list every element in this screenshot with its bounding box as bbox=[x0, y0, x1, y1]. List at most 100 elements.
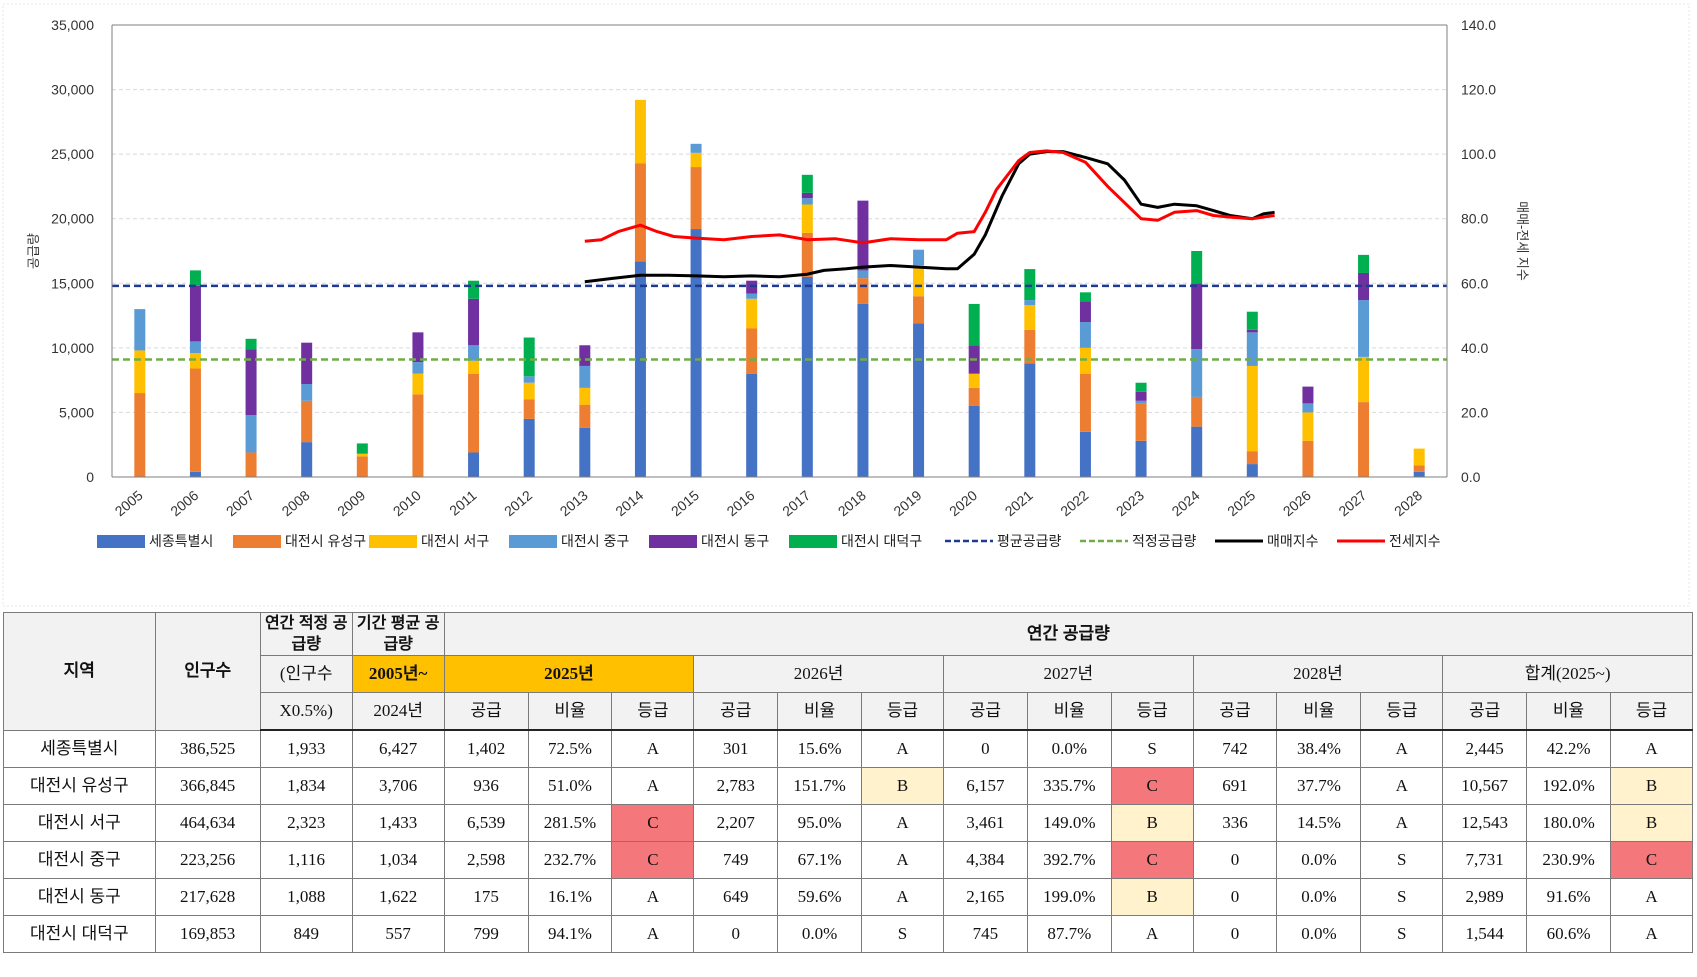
header-year-total: 합계(2025~) bbox=[1442, 655, 1693, 693]
bar-segment bbox=[1079, 292, 1091, 302]
bar-segment bbox=[968, 387, 980, 406]
header-grade-col: 등급 bbox=[1360, 692, 1444, 731]
header-year-2028: 2028년 bbox=[1192, 655, 1444, 693]
bar-segment bbox=[968, 405, 980, 477]
supply-table-container: 지역 인구수 연간 적정 공급량 기간 평균 공급량 연간 공급량 (인구수 2… bbox=[3, 612, 1694, 975]
avg-supply-cell: 6,427 bbox=[351, 729, 445, 768]
proper-supply-cell: 1,834 bbox=[259, 767, 353, 805]
bar-segment bbox=[857, 200, 869, 271]
bar-segment bbox=[1246, 365, 1258, 452]
bar-segment bbox=[468, 345, 480, 361]
bar-segment bbox=[412, 332, 424, 363]
table-row: 세종특별시 386,525 1,933 6,427 1,402 72.5% A 301 15.6… bbox=[3, 729, 1693, 768]
supply-cell: 742 bbox=[1192, 729, 1278, 768]
bar-segment bbox=[746, 328, 758, 374]
grade-cell: C bbox=[1110, 767, 1194, 805]
bar-segment bbox=[189, 285, 201, 342]
grade-cell: A bbox=[611, 878, 695, 916]
bar-segment bbox=[468, 452, 480, 477]
bar-segment bbox=[1079, 322, 1091, 348]
population-cell: 464,634 bbox=[154, 804, 261, 842]
legend-swatch bbox=[789, 535, 837, 548]
ratio-cell: 0.0% bbox=[1276, 841, 1362, 879]
bar-segment bbox=[634, 99, 646, 164]
index-line bbox=[584, 149, 1275, 245]
header-year-2026: 2026년 bbox=[693, 655, 944, 693]
y2-tick-label: 140.0 bbox=[1461, 17, 1496, 33]
grade-cell: A bbox=[1360, 729, 1444, 768]
legend-swatch bbox=[509, 535, 557, 548]
bar-segment bbox=[690, 152, 702, 168]
supply-cell: 10,567 bbox=[1442, 767, 1528, 805]
y2-tick-label: 100.0 bbox=[1461, 146, 1496, 162]
ratio-cell: 151.7% bbox=[777, 767, 863, 805]
bar-segment bbox=[1246, 329, 1258, 333]
region-cell: 세종특별시 bbox=[3, 729, 156, 768]
bar-segment bbox=[746, 298, 758, 329]
region-cell: 대전시 중구 bbox=[3, 841, 156, 879]
header-population: 인구수 bbox=[154, 612, 261, 731]
grade-cell: C bbox=[1610, 841, 1693, 879]
header-supply-col: 공급 bbox=[1192, 692, 1278, 731]
bar-segment bbox=[1246, 451, 1258, 465]
ratio-cell: 0.0% bbox=[1276, 915, 1362, 953]
y-tick-label: 20,000 bbox=[51, 211, 94, 227]
region-cell: 대전시 동구 bbox=[3, 878, 156, 916]
grade-cell: S bbox=[1360, 878, 1444, 916]
bar-segment bbox=[1302, 403, 1314, 413]
supply-cell: 2,207 bbox=[693, 804, 779, 842]
grade-cell: A bbox=[861, 804, 944, 842]
table-row: 대전시 대덕구 169,853 849 557 799 94.1% A 0 0.0% S 745 87… bbox=[3, 915, 1693, 953]
bar-segment bbox=[189, 368, 201, 472]
header-region: 지역 bbox=[3, 612, 156, 731]
supply-cell: 1,402 bbox=[443, 729, 529, 768]
header-supply-col: 공급 bbox=[693, 692, 779, 731]
bar-segment bbox=[301, 384, 313, 401]
bar-segment bbox=[801, 232, 813, 277]
bar-segment bbox=[412, 362, 424, 374]
bar-segment bbox=[1191, 251, 1203, 284]
bar-segment bbox=[1358, 402, 1370, 477]
bar-segment bbox=[801, 192, 813, 199]
grade-cell: S bbox=[1360, 915, 1444, 953]
bar-segment bbox=[189, 471, 201, 477]
bar-segment bbox=[1358, 300, 1370, 357]
bar-segment bbox=[301, 400, 313, 443]
ratio-cell: 281.5% bbox=[527, 804, 613, 842]
grade-cell: A bbox=[1360, 767, 1444, 805]
y2-tick-label: 60.0 bbox=[1461, 275, 1488, 291]
population-cell: 223,256 bbox=[154, 841, 261, 879]
supply-cell: 175 bbox=[443, 878, 529, 916]
bar-segment bbox=[857, 303, 869, 477]
ratio-cell: 72.5% bbox=[527, 729, 613, 768]
supply-cell: 936 bbox=[443, 767, 529, 805]
bar-segment bbox=[245, 349, 257, 416]
supply-cell: 0 bbox=[1192, 841, 1278, 879]
bar-segment bbox=[801, 204, 813, 233]
bar-segment bbox=[1079, 347, 1091, 374]
bar-segment bbox=[1135, 391, 1147, 401]
y-tick-label: 0 bbox=[86, 469, 94, 485]
bar-segment bbox=[468, 298, 480, 346]
proper-supply-cell: 1,933 bbox=[259, 729, 353, 768]
supply-chart-svg: 0 5,000 10,000 15,000 20,000 25,000 30,000 35,0… bbox=[2, 3, 1690, 607]
header-population-note2: X0.5%) bbox=[259, 692, 353, 731]
supply-cell: 0 bbox=[1192, 915, 1278, 953]
bar-segment bbox=[134, 350, 146, 394]
legend-label: 대전시 중구 bbox=[561, 533, 629, 549]
bar-segment bbox=[1358, 356, 1370, 403]
legend-swatch bbox=[369, 535, 417, 548]
ratio-cell: 95.0% bbox=[777, 804, 863, 842]
bar-segment bbox=[801, 276, 813, 477]
bar-segment bbox=[1024, 269, 1036, 301]
bar-segment bbox=[1191, 349, 1203, 397]
grade-cell: A bbox=[861, 841, 944, 879]
grade-cell: B bbox=[861, 767, 944, 805]
bar-segment bbox=[468, 373, 480, 453]
supply-cell: 649 bbox=[693, 878, 779, 916]
bar-segment bbox=[1413, 448, 1425, 466]
avg-supply-cell: 3,706 bbox=[351, 767, 445, 805]
header-annual-supply: 연간 공급량 bbox=[443, 612, 1694, 656]
bar-segment bbox=[1246, 311, 1258, 330]
header-ratio-col: 비율 bbox=[527, 692, 613, 731]
